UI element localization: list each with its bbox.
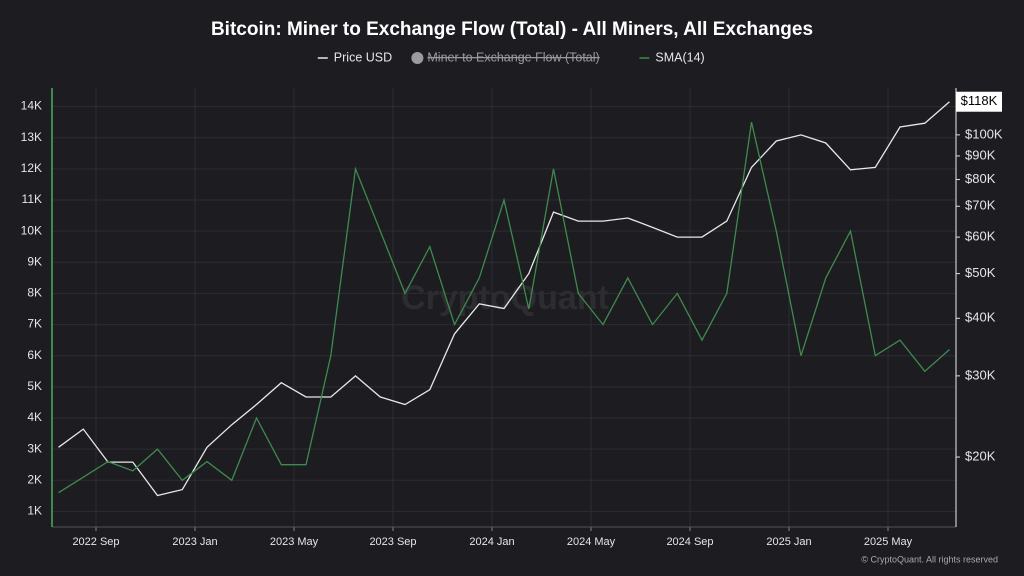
y-tick-label: 11K	[22, 192, 42, 206]
y2-tick-label: $80K	[965, 171, 996, 186]
legend-label: Miner to Exchange Flow (Total)	[427, 50, 599, 64]
y-tick-label: 4K	[27, 410, 42, 424]
legend-label: Price USD	[334, 50, 392, 64]
y2-tick-label: $40K	[965, 310, 996, 325]
value-label: $118K	[961, 93, 998, 108]
y-tick-label: 6K	[27, 348, 42, 362]
value-label-box	[956, 91, 1002, 112]
y2-tick-label: $90K	[965, 147, 996, 162]
y2-tick-label: $100K	[965, 126, 1003, 141]
chart-title: Bitcoin: Miner to Exchange Flow (Total) …	[211, 19, 813, 40]
y2-tick-label: $30K	[965, 367, 996, 382]
y-tick-label: 5K	[27, 379, 42, 393]
x-tick-label: 2023 May	[270, 536, 319, 548]
y-tick-label: 9K	[27, 254, 42, 268]
series-line	[58, 121, 950, 494]
y-tick-label: 10K	[21, 223, 42, 237]
series-line	[58, 101, 950, 497]
y-tick-label: 13K	[21, 130, 42, 144]
x-tick-label: 2024 May	[567, 536, 616, 548]
y-tick-label: 14K	[21, 99, 42, 113]
legend-label: SMA(14)	[655, 50, 704, 64]
x-tick-label: 2025 Jan	[766, 536, 811, 548]
x-tick-label: 2023 Sep	[369, 536, 416, 548]
y-tick-label: 7K	[27, 317, 42, 331]
y2-tick-label: $50K	[965, 265, 996, 280]
y2-tick-label: $70K	[965, 198, 996, 213]
y-tick-label: 2K	[27, 472, 42, 486]
footer: © CryptoQuant. All rights reserved	[861, 554, 998, 564]
x-tick-label: 2023 Jan	[172, 536, 217, 548]
y-tick-label: 12K	[21, 161, 42, 175]
y-tick-label: 3K	[27, 441, 42, 455]
y-tick-label: 8K	[27, 286, 42, 300]
x-tick-label: 2025 May	[864, 536, 913, 548]
y-tick-label: 1K	[27, 504, 42, 518]
x-tick-label: 2022 Sep	[72, 536, 119, 548]
y2-tick-label: $20K	[965, 448, 996, 463]
watermark: CryptoQuant	[401, 279, 609, 317]
x-tick-label: 2024 Jan	[469, 536, 514, 548]
x-tick-label: 2024 Sep	[666, 536, 713, 548]
legend-swatch	[411, 52, 424, 64]
y2-tick-label: $60K	[965, 229, 996, 244]
